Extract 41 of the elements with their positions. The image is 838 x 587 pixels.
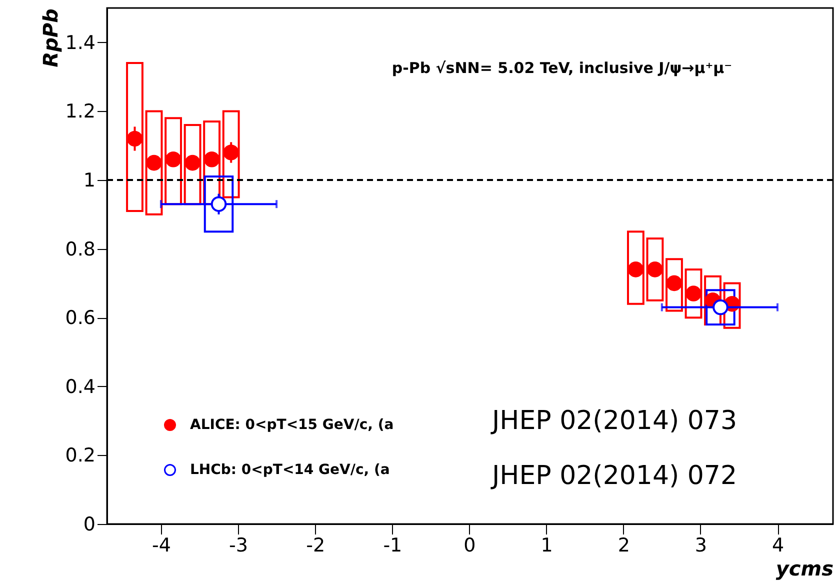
y-tick-label: 0.6 xyxy=(65,307,96,330)
point xyxy=(126,130,143,147)
legend-label: LHCb: 0<pT<14 GeV/c, (a xyxy=(190,462,390,478)
annotation: JHEP 02(2014) 072 xyxy=(490,461,738,491)
x-tick-label: -1 xyxy=(383,534,402,556)
point xyxy=(628,262,644,278)
x-tick-label: 4 xyxy=(772,534,784,556)
x-tick-label: -4 xyxy=(152,534,171,556)
y-tick-label: 0.2 xyxy=(65,444,96,467)
bar xyxy=(126,62,144,212)
bar xyxy=(704,275,722,326)
bar xyxy=(684,268,702,319)
legend-label: ALICE: 0<pT<15 GeV/c, (a xyxy=(190,417,394,433)
bar xyxy=(646,237,664,302)
y-tick-label: 0.8 xyxy=(65,238,96,260)
bar xyxy=(164,117,182,206)
x-axis-title: ycms xyxy=(776,556,834,580)
y-axis-title: RpPb xyxy=(38,8,62,68)
x-tick-label: -2 xyxy=(306,534,326,556)
bar xyxy=(145,110,163,216)
text: p-Pb √sNN= 5.02 TeV, inclusive J/ψ→μ⁺μ⁻ xyxy=(392,59,732,77)
y-tick-label: 1 xyxy=(83,170,96,192)
x-tick-label: 2 xyxy=(618,534,630,556)
annotation: JHEP 02(2014) 073 xyxy=(490,406,738,436)
x-tick-label: -3 xyxy=(229,534,248,556)
point xyxy=(165,151,182,168)
x-tick-label: 3 xyxy=(694,534,707,556)
y-tick-label: 0.4 xyxy=(65,376,96,398)
bar xyxy=(723,282,741,329)
y-tick-label: 1.2 xyxy=(65,100,96,123)
point xyxy=(204,151,220,168)
bar xyxy=(626,230,644,305)
point xyxy=(146,154,162,171)
bar xyxy=(222,110,240,198)
point xyxy=(184,154,200,171)
point xyxy=(223,144,239,160)
y-tick-label: 0 xyxy=(83,514,96,536)
x-tick-label: 1 xyxy=(540,534,553,556)
y-tick-label: 1.4 xyxy=(65,32,96,54)
x-tick-label: 0 xyxy=(464,534,476,556)
bar xyxy=(666,258,683,312)
